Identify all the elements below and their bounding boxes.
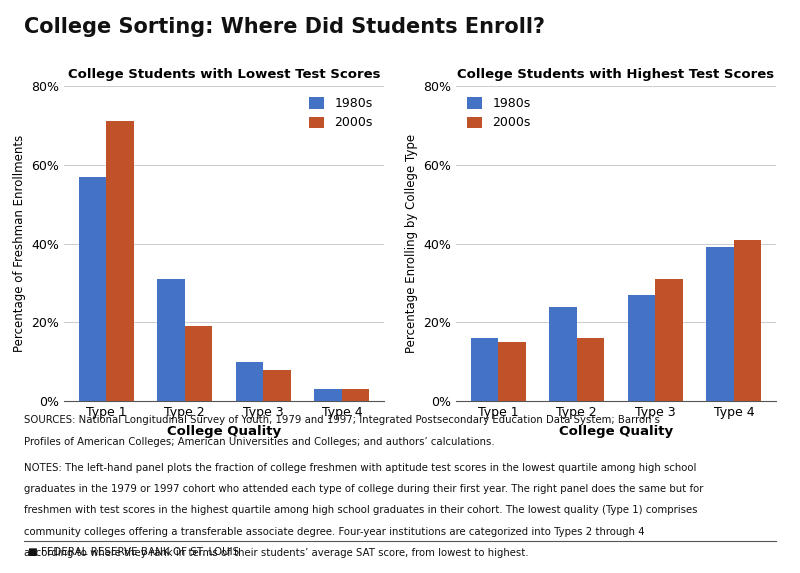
Text: community colleges offering a transferable associate degree. Four-year instituti: community colleges offering a transferab… [24, 527, 645, 536]
Bar [498, 342, 526, 401]
Text: NOTES: The left-hand panel plots the fraction of college freshmen with aptitude : NOTES: The left-hand panel plots the fra… [24, 463, 696, 473]
Bar [236, 362, 263, 401]
Bar [342, 389, 370, 401]
X-axis label: College Quality: College Quality [167, 425, 281, 438]
Bar [314, 389, 342, 401]
Bar [185, 326, 212, 401]
Text: freshmen with test scores in the highest quartile among high school graduates in: freshmen with test scores in the highest… [24, 505, 698, 515]
Bar [706, 248, 734, 401]
Text: Profiles of American Colleges; American Universities and Colleges; and authors’ : Profiles of American Colleges; American … [24, 437, 494, 447]
Y-axis label: Percentage of Freshman Enrollments: Percentage of Freshman Enrollments [13, 135, 26, 352]
Bar [106, 121, 134, 401]
Text: ■ FEDERAL RESERVE BANK OF ST. LOUIS: ■ FEDERAL RESERVE BANK OF ST. LOUIS [28, 547, 239, 557]
Bar [628, 295, 655, 401]
Y-axis label: Percentage Enrolling by College Type: Percentage Enrolling by College Type [405, 134, 418, 353]
Bar [549, 307, 577, 401]
Bar [577, 338, 604, 401]
Title: College Students with Highest Test Scores: College Students with Highest Test Score… [458, 68, 774, 81]
X-axis label: College Quality: College Quality [559, 425, 673, 438]
Text: according to where they rank in terms of their students’ average SAT score, from: according to where they rank in terms of… [24, 548, 529, 558]
Title: College Students with Lowest Test Scores: College Students with Lowest Test Scores [68, 68, 380, 81]
Bar [78, 176, 106, 401]
Bar [263, 370, 291, 401]
Text: SOURCES: National Longitudinal Survey of Youth, 1979 and 1997; Integrated Postse: SOURCES: National Longitudinal Survey of… [24, 415, 660, 425]
Text: College Sorting: Where Did Students Enroll?: College Sorting: Where Did Students Enro… [24, 17, 545, 37]
Legend: 1980s, 2000s: 1980s, 2000s [304, 92, 378, 135]
Bar [157, 279, 185, 401]
Bar [470, 338, 498, 401]
Bar [655, 279, 683, 401]
Bar [734, 240, 762, 401]
Legend: 1980s, 2000s: 1980s, 2000s [462, 92, 536, 135]
Text: graduates in the 1979 or 1997 cohort who attended each type of college during th: graduates in the 1979 or 1997 cohort who… [24, 484, 703, 494]
